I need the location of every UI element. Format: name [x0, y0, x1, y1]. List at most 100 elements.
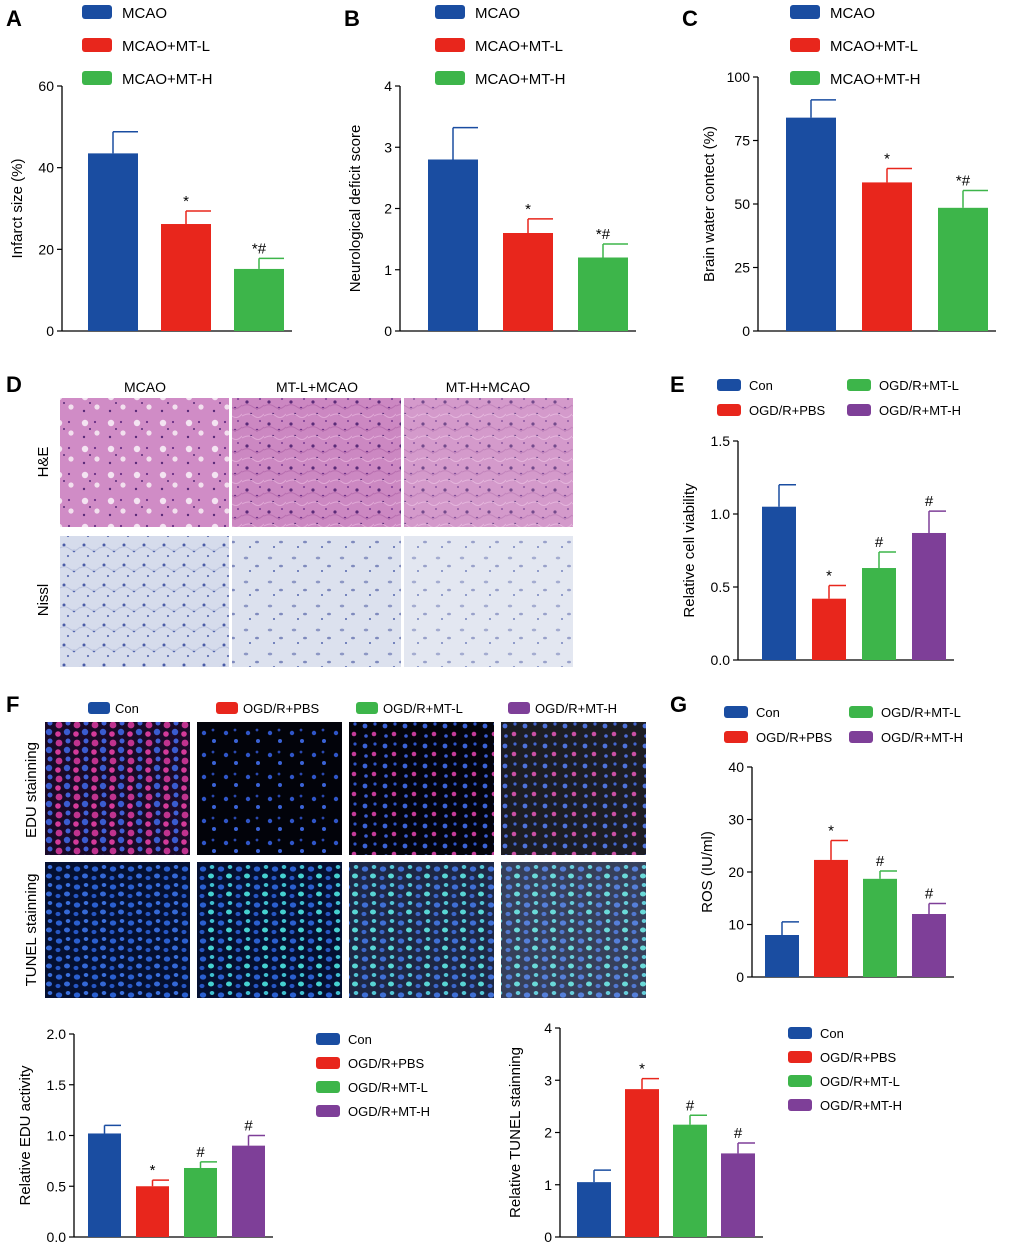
- legend-swatch: [316, 1105, 340, 1117]
- panel-letter-f: F: [6, 692, 19, 717]
- significance-label: #: [244, 1118, 253, 1135]
- legend-swatch: [82, 5, 112, 19]
- y-tick-label: 2: [384, 201, 392, 217]
- legend-label: OGD/R+MT-H: [879, 403, 961, 418]
- significance-label: #: [734, 1125, 743, 1142]
- fluorescence-col-title: OGD/R+PBS: [243, 701, 320, 716]
- panel-letter-d: D: [6, 372, 22, 397]
- legend-swatch: [788, 1099, 812, 1111]
- y-tick-label: 0.5: [47, 1178, 67, 1194]
- y-tick-label: 60: [38, 78, 54, 94]
- legend-label: OGD/R+PBS: [820, 1050, 897, 1065]
- y-tick-label: 0: [46, 323, 54, 339]
- significance-label: *: [525, 201, 531, 218]
- legend-label: OGD/R+PBS: [756, 730, 833, 745]
- significance-label: #: [196, 1144, 205, 1161]
- y-tick-label: 0: [742, 323, 750, 339]
- nissl-micrograph-mcao: [60, 536, 229, 667]
- tunel-micrograph-mt-h: [501, 862, 646, 998]
- y-axis-title: Relative EDU activity: [17, 1065, 34, 1206]
- bar: [577, 1182, 611, 1237]
- bar: [428, 159, 478, 331]
- legend-label: Con: [820, 1026, 844, 1041]
- fluorescence-row-label: TUNEL stainning: [23, 874, 40, 987]
- y-axis-title: Brain water contect (%): [701, 126, 718, 282]
- legend-swatch: [316, 1081, 340, 1093]
- y-tick-label: 20: [728, 864, 744, 880]
- fluorescence-grid: Con OGD/R+PBS OGD/R+MT-L OGD/R+MT-H EDU …: [23, 701, 646, 998]
- y-tick-label: 1.5: [47, 1077, 67, 1093]
- y-axis-title: Infarct size (%): [9, 158, 26, 258]
- y-tick-label: 0.5: [711, 579, 731, 595]
- he-micrograph-mt-l: [232, 398, 401, 527]
- chart-b: 0 1 2 3 4 Neurological deficit score * *# MCAO MC…: [347, 5, 636, 339]
- legend-swatch: [435, 5, 465, 19]
- y-tick-label: 50: [734, 196, 750, 212]
- significance-label: *#: [596, 226, 611, 243]
- he-micrograph-mcao: [60, 398, 229, 527]
- tunel-micrograph-mt-l: [349, 862, 494, 998]
- edu-micrograph-mt-l: [349, 722, 494, 855]
- legend-label: MCAO+MT-L: [475, 38, 563, 55]
- legend-swatch: [849, 731, 873, 743]
- y-tick-label: 1.0: [47, 1128, 67, 1144]
- nissl-micrograph-mt-h: [404, 536, 573, 667]
- bar: [814, 859, 848, 977]
- legend-swatch: [724, 706, 748, 718]
- significance-label: *: [639, 1061, 645, 1078]
- y-tick-label: 1.5: [711, 433, 731, 449]
- significance-label: #: [925, 493, 934, 510]
- legend-label: MCAO+MT-L: [122, 38, 210, 55]
- y-tick-label: 3: [544, 1072, 552, 1088]
- y-tick-label: 2.0: [47, 1026, 67, 1042]
- significance-label: *: [828, 823, 834, 840]
- panel-letter-a: A: [6, 6, 22, 31]
- significance-label: #: [686, 1097, 695, 1114]
- legend-label: MCAO: [830, 5, 875, 22]
- significance-label: *: [183, 193, 189, 210]
- bar: [184, 1167, 217, 1237]
- bar: [912, 532, 946, 660]
- bar: [88, 1133, 121, 1237]
- legend-swatch: [88, 702, 110, 714]
- y-tick-label: 4: [384, 78, 392, 94]
- legend-label: MCAO+MT-L: [830, 38, 918, 55]
- y-tick-label: 0: [384, 323, 392, 339]
- significance-label: *#: [956, 173, 971, 190]
- legend-swatch: [316, 1033, 340, 1045]
- legend-label: OGD/R+MT-H: [348, 1104, 430, 1119]
- chart-a: 0 20 40 60 Infarct size (%) * *# MCAO MCAO+MT-L M…: [9, 5, 292, 339]
- legend-label: OGD/R+MT-L: [881, 705, 961, 720]
- histology-col-title: MT-H+MCAO: [446, 379, 531, 395]
- histology-row-label: H&E: [35, 447, 52, 478]
- y-axis-title: ROS (IU/ml): [699, 831, 716, 913]
- y-tick-label: 40: [728, 759, 744, 775]
- bar: [625, 1089, 659, 1237]
- chart-e: 0.0 0.5 1.0 1.5 Relative cell viability * # # Co…: [681, 378, 961, 668]
- legend-swatch: [508, 702, 530, 714]
- significance-label: *#: [252, 240, 267, 257]
- significance-label: #: [925, 886, 934, 903]
- bar: [503, 233, 553, 331]
- legend-label: OGD/R+MT-L: [820, 1074, 900, 1089]
- legend-label: OGD/R+PBS: [749, 403, 826, 418]
- y-axis-title: Neurological deficit score: [347, 125, 364, 293]
- bar: [232, 1145, 265, 1237]
- bar: [862, 182, 912, 331]
- legend-swatch: [717, 379, 741, 391]
- histology-grid: MCAO MT-L+MCAO MT-H+MCAO H&E Nissl: [35, 379, 573, 667]
- legend-swatch: [316, 1057, 340, 1069]
- y-tick-label: 10: [728, 917, 744, 933]
- histology-col-title: MCAO: [124, 379, 166, 395]
- legend-label: MCAO: [122, 5, 167, 22]
- y-tick-label: 40: [38, 160, 54, 176]
- legend-swatch: [788, 1027, 812, 1039]
- bar: [938, 207, 988, 331]
- legend-swatch: [82, 71, 112, 85]
- chart-f2: 0 1 2 3 4 Relative TUNEL stainning * # # Con OGD/R…: [507, 1020, 902, 1245]
- chart-g: 0 10 20 30 40 ROS (IU/ml) * # # Con OGD/R+MT-L OGD/…: [699, 705, 963, 985]
- y-tick-label: 75: [734, 133, 750, 149]
- y-tick-label: 30: [728, 812, 744, 828]
- histology-row-label: Nissl: [35, 584, 52, 617]
